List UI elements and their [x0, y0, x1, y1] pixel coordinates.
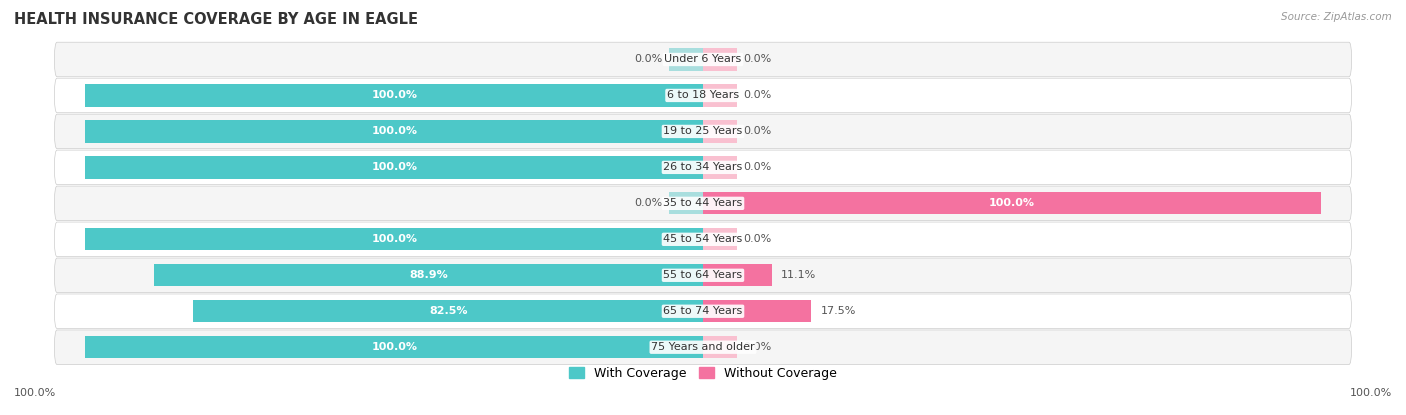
Bar — [703, 228, 737, 251]
Text: 55 to 64 Years: 55 to 64 Years — [664, 270, 742, 280]
Text: 100.0%: 100.0% — [371, 127, 418, 137]
Text: 0.0%: 0.0% — [744, 162, 772, 172]
Text: 88.9%: 88.9% — [409, 270, 449, 280]
Bar — [703, 120, 737, 143]
Bar — [86, 228, 703, 251]
Text: 19 to 25 Years: 19 to 25 Years — [664, 127, 742, 137]
FancyBboxPatch shape — [55, 78, 1351, 113]
Bar — [703, 192, 1320, 215]
Text: 75 Years and older: 75 Years and older — [651, 342, 755, 352]
Bar — [703, 336, 737, 359]
Text: 0.0%: 0.0% — [744, 127, 772, 137]
Bar — [703, 48, 737, 71]
Text: 0.0%: 0.0% — [744, 342, 772, 352]
Text: 100.0%: 100.0% — [371, 342, 418, 352]
Text: 82.5%: 82.5% — [429, 306, 467, 316]
Text: HEALTH INSURANCE COVERAGE BY AGE IN EAGLE: HEALTH INSURANCE COVERAGE BY AGE IN EAGL… — [14, 12, 418, 27]
Text: 100.0%: 100.0% — [371, 162, 418, 172]
Bar — [86, 120, 703, 143]
Text: Source: ZipAtlas.com: Source: ZipAtlas.com — [1281, 12, 1392, 22]
Text: 11.1%: 11.1% — [780, 270, 815, 280]
Text: 17.5%: 17.5% — [820, 306, 856, 316]
Bar — [86, 84, 703, 107]
Text: 100.0%: 100.0% — [371, 234, 418, 244]
Bar — [86, 336, 703, 359]
FancyBboxPatch shape — [55, 258, 1351, 293]
FancyBboxPatch shape — [55, 294, 1351, 329]
Text: 65 to 74 Years: 65 to 74 Years — [664, 306, 742, 316]
Bar — [703, 300, 811, 322]
Text: Under 6 Years: Under 6 Years — [665, 54, 741, 64]
Text: 0.0%: 0.0% — [744, 54, 772, 64]
Bar — [703, 264, 772, 286]
FancyBboxPatch shape — [55, 330, 1351, 364]
FancyBboxPatch shape — [55, 42, 1351, 77]
Legend: With Coverage, Without Coverage: With Coverage, Without Coverage — [564, 362, 842, 385]
FancyBboxPatch shape — [55, 114, 1351, 149]
Text: 100.0%: 100.0% — [988, 198, 1035, 208]
Text: 100.0%: 100.0% — [371, 90, 418, 100]
FancyBboxPatch shape — [55, 150, 1351, 185]
Bar — [703, 84, 737, 107]
Text: 100.0%: 100.0% — [14, 388, 56, 398]
Text: 6 to 18 Years: 6 to 18 Years — [666, 90, 740, 100]
Text: 0.0%: 0.0% — [744, 234, 772, 244]
Bar — [669, 192, 703, 215]
Bar — [703, 156, 737, 178]
FancyBboxPatch shape — [55, 222, 1351, 256]
Bar — [669, 48, 703, 71]
Bar — [194, 300, 703, 322]
Text: 0.0%: 0.0% — [744, 90, 772, 100]
Text: 0.0%: 0.0% — [634, 198, 662, 208]
Bar — [155, 264, 703, 286]
Bar — [86, 156, 703, 178]
Text: 35 to 44 Years: 35 to 44 Years — [664, 198, 742, 208]
Text: 0.0%: 0.0% — [634, 54, 662, 64]
FancyBboxPatch shape — [55, 186, 1351, 221]
Text: 45 to 54 Years: 45 to 54 Years — [664, 234, 742, 244]
Text: 100.0%: 100.0% — [1350, 388, 1392, 398]
Text: 26 to 34 Years: 26 to 34 Years — [664, 162, 742, 172]
